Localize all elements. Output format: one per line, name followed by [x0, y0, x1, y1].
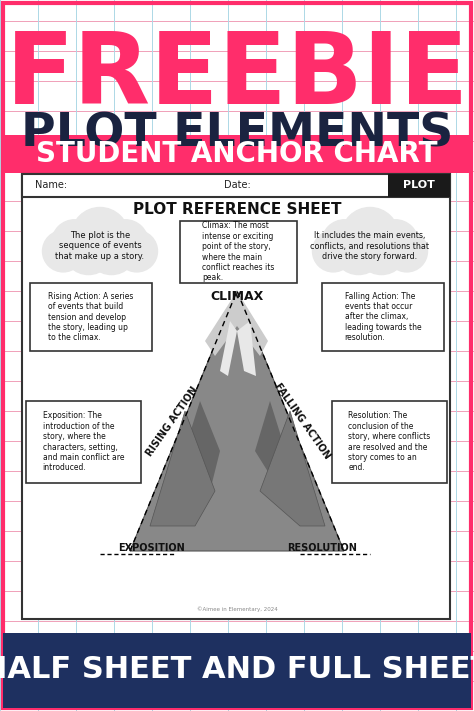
Polygon shape	[130, 291, 344, 551]
Text: PLOT: PLOT	[403, 181, 435, 191]
Circle shape	[386, 230, 428, 272]
Circle shape	[52, 220, 98, 266]
Text: PLOT REFERENCE SHEET: PLOT REFERENCE SHEET	[133, 203, 341, 218]
Circle shape	[322, 220, 368, 266]
Text: RISING ACTION: RISING ACTION	[144, 385, 200, 458]
Polygon shape	[130, 291, 344, 551]
Circle shape	[341, 208, 399, 265]
Text: CLIMAX: CLIMAX	[210, 290, 264, 303]
Text: Name:: Name:	[35, 181, 67, 191]
Text: FALLING ACTION: FALLING ACTION	[272, 381, 332, 461]
Circle shape	[356, 224, 407, 274]
Text: HALF SHEET AND FULL SHEET: HALF SHEET AND FULL SHEET	[0, 655, 474, 683]
FancyBboxPatch shape	[388, 174, 450, 197]
FancyBboxPatch shape	[180, 221, 297, 283]
Polygon shape	[150, 411, 215, 526]
Text: EXPOSITION: EXPOSITION	[118, 543, 185, 553]
Circle shape	[102, 220, 148, 266]
Polygon shape	[260, 411, 325, 526]
Circle shape	[43, 230, 84, 272]
Circle shape	[372, 220, 418, 266]
Polygon shape	[220, 321, 237, 376]
Text: Climax: The most
intense or exciting
point of the story,
where the main
conflict: Climax: The most intense or exciting poi…	[202, 222, 275, 282]
FancyBboxPatch shape	[30, 283, 152, 351]
FancyBboxPatch shape	[332, 401, 447, 483]
Circle shape	[71, 208, 129, 265]
Text: Date:: Date:	[224, 181, 250, 191]
Text: RESOLUTION: RESOLUTION	[287, 543, 357, 553]
FancyBboxPatch shape	[22, 174, 450, 197]
Text: The plot is the
sequence of events
that make up a story.: The plot is the sequence of events that …	[55, 231, 145, 261]
FancyBboxPatch shape	[3, 135, 471, 173]
Polygon shape	[175, 401, 220, 491]
Text: It includes the main events,
conflicts, and resolutions that
drive the story for: It includes the main events, conflicts, …	[310, 231, 429, 261]
Text: Rising Action: A series
of events that build
tension and develop
the story, lead: Rising Action: A series of events that b…	[48, 292, 134, 342]
Circle shape	[86, 224, 137, 274]
Circle shape	[63, 224, 114, 274]
Text: ©Aimee in Elementary, 2024: ©Aimee in Elementary, 2024	[197, 606, 277, 612]
FancyBboxPatch shape	[22, 174, 450, 619]
Text: PLOT ELEMENTS: PLOT ELEMENTS	[21, 112, 453, 156]
Polygon shape	[205, 291, 268, 356]
Text: FREEBIE: FREEBIE	[5, 28, 469, 124]
FancyBboxPatch shape	[322, 283, 444, 351]
Text: STUDENT ANCHOR CHART: STUDENT ANCHOR CHART	[36, 140, 438, 168]
Circle shape	[312, 230, 354, 272]
FancyBboxPatch shape	[3, 633, 471, 708]
Polygon shape	[237, 321, 256, 376]
Circle shape	[333, 224, 384, 274]
Text: Falling Action: The
events that occur
after the climax,
leading towards the
reso: Falling Action: The events that occur af…	[345, 292, 421, 342]
FancyBboxPatch shape	[26, 401, 141, 483]
Polygon shape	[255, 401, 295, 491]
Circle shape	[116, 230, 157, 272]
Text: Resolution: The
conclusion of the
story, where conflicts
are resolved and the
st: Resolution: The conclusion of the story,…	[348, 412, 430, 473]
Text: Exposition: The
introduction of the
story, where the
characters, setting,
and ma: Exposition: The introduction of the stor…	[43, 412, 124, 473]
